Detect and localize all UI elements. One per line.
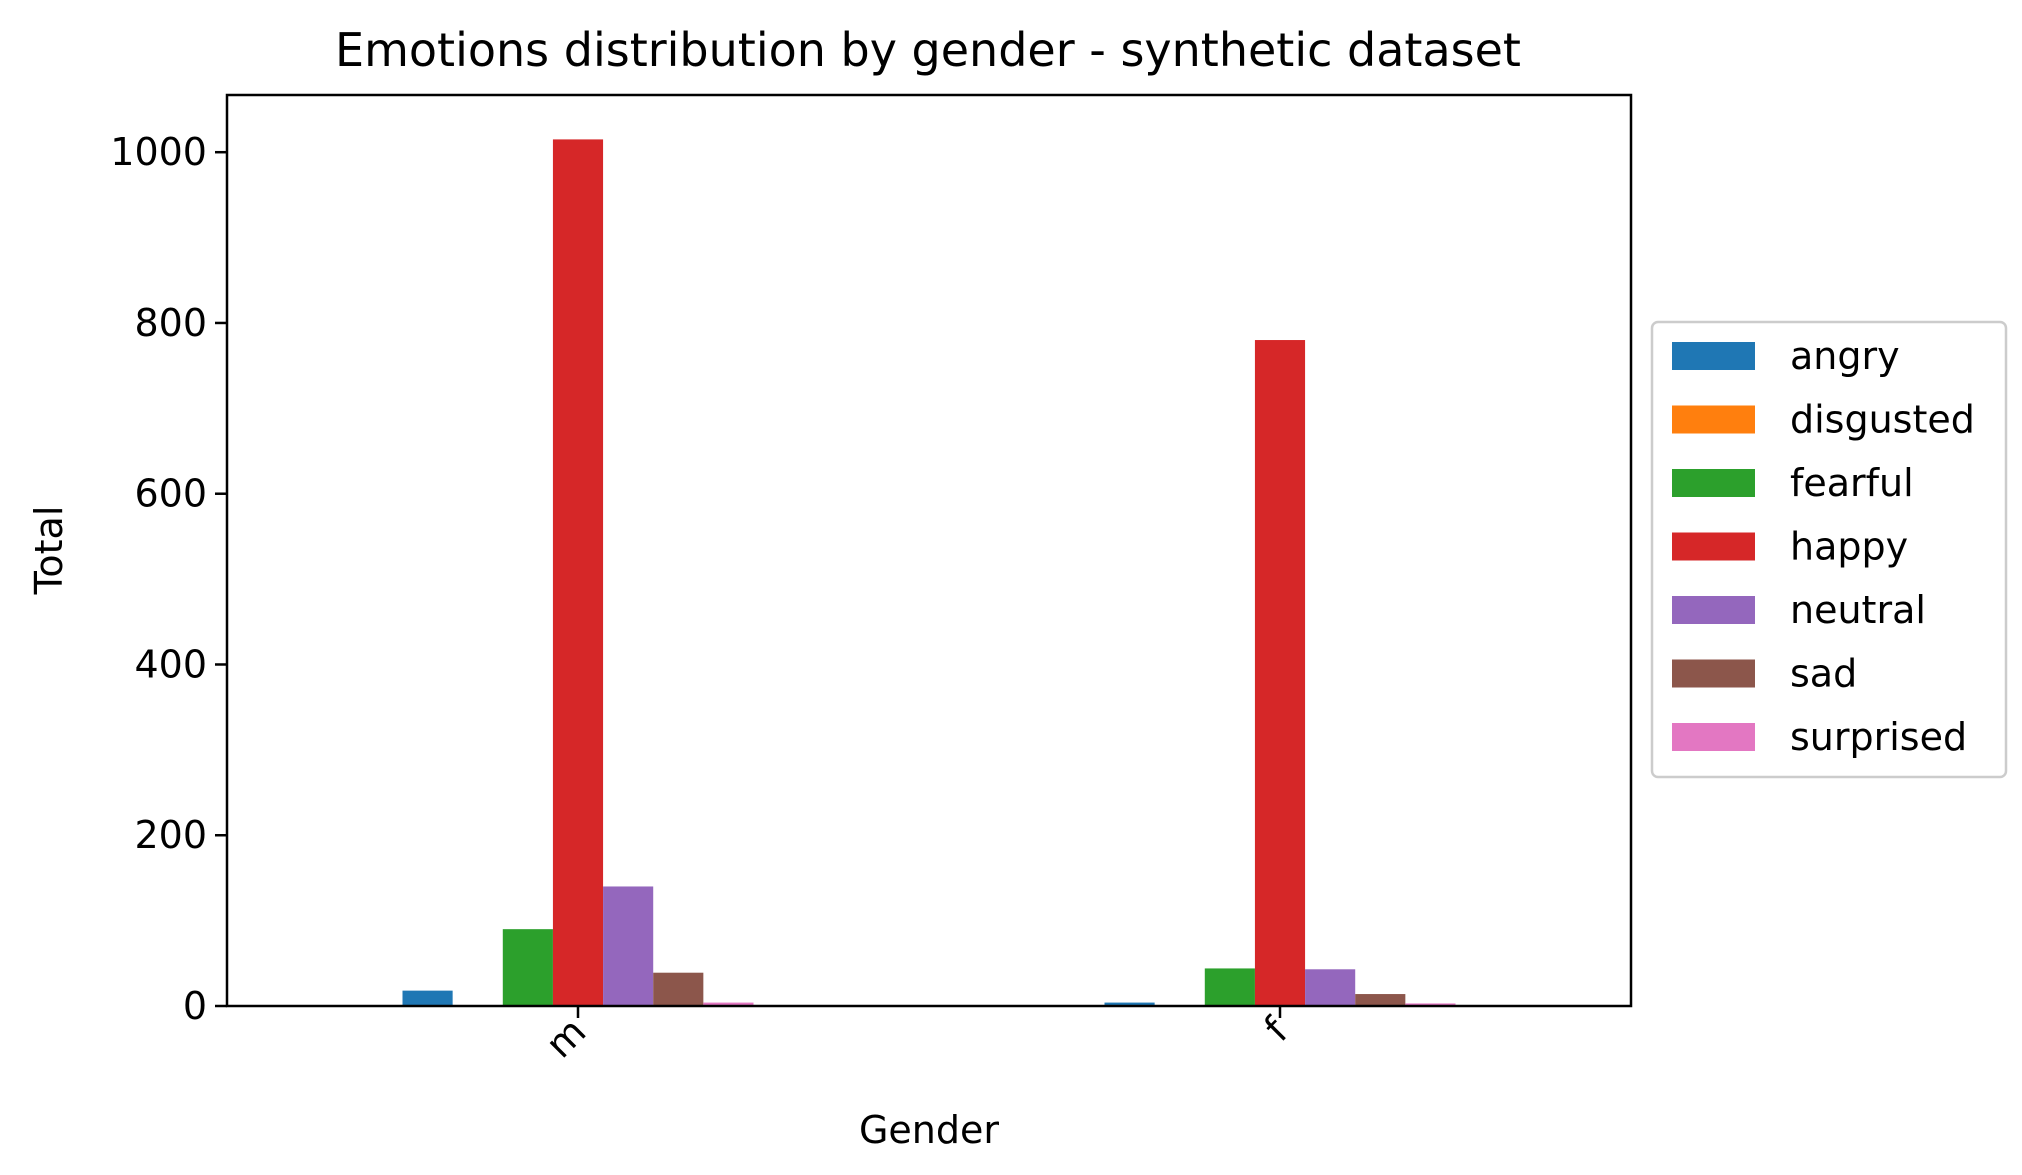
- legend-label-neutral: neutral: [1790, 588, 1926, 632]
- y-tick-label-600: 600: [134, 472, 207, 516]
- legend-label-sad: sad: [1790, 652, 1857, 696]
- y-tick-label-0: 0: [183, 984, 207, 1028]
- legend-swatch-fearful: [1672, 469, 1755, 497]
- legend-swatch-sad: [1672, 659, 1755, 688]
- bar-surprised-m: [703, 1002, 754, 1006]
- legend-label-surprised: surprised: [1790, 715, 1967, 759]
- legend: angry disgusted fearful happy neutral sad surp…: [1650, 320, 2008, 779]
- bar-neutral-f: [1305, 969, 1356, 1006]
- legend-label-fearful: fearful: [1790, 461, 1914, 505]
- bars-layer: [402, 139, 1456, 1006]
- chart-title: Emotions distribution by gender - synthe…: [335, 23, 1521, 77]
- bar-surprised-f: [1405, 1003, 1456, 1006]
- legend-label-happy: happy: [1790, 525, 1908, 569]
- plot-frame: [225, 93, 1633, 1008]
- legend-swatch-happy: [1672, 532, 1755, 561]
- x-axis-label: Gender: [859, 1108, 999, 1152]
- y-tick-label-1000: 1000: [110, 130, 207, 174]
- bar-sad-m: [653, 972, 704, 1006]
- y-axis-label: Total: [27, 506, 71, 596]
- y-axis: 0 200 400 600 800 1000: [110, 130, 227, 1028]
- y-tick-label-400: 400: [134, 642, 207, 686]
- legend-label-angry: angry: [1790, 334, 1900, 378]
- bar-angry-m: [402, 990, 453, 1006]
- legend-swatch-neutral: [1672, 596, 1755, 624]
- y-tick-label-800: 800: [134, 301, 207, 345]
- y-tick-label-200: 200: [134, 813, 207, 857]
- legend-swatch-angry: [1672, 342, 1755, 370]
- bar-angry-f: [1104, 1002, 1155, 1006]
- legend-swatch-disgusted: [1672, 405, 1755, 434]
- bar-fearful-f: [1204, 968, 1255, 1006]
- bar-happy-f: [1254, 340, 1306, 1006]
- bar-sad-f: [1355, 994, 1406, 1006]
- legend-label-disgusted: disgusted: [1790, 398, 1975, 442]
- bar-fearful-m: [502, 929, 553, 1006]
- bar-happy-m: [552, 139, 604, 1006]
- legend-swatch-surprised: [1672, 723, 1755, 751]
- legend-items: angry disgusted fearful happy neutral sad surp…: [1672, 334, 1975, 759]
- bar-neutral-m: [603, 886, 654, 1006]
